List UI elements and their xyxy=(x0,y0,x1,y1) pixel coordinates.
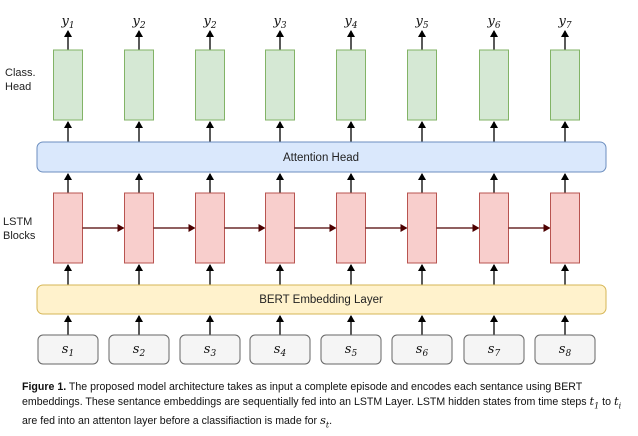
input-box-1 xyxy=(37,334,99,365)
output-label-8: y7 xyxy=(557,14,571,31)
class-head-block-4 xyxy=(265,49,295,121)
input-box-8 xyxy=(534,334,596,365)
caption-text-1: The proposed model architecture takes as… xyxy=(22,381,590,408)
lstm-block-4 xyxy=(265,192,295,264)
output-arrows xyxy=(64,30,569,50)
input-label-1: s1 xyxy=(62,342,74,359)
lstm-block-2 xyxy=(124,192,154,264)
output-label-7: y6 xyxy=(486,14,500,31)
class-head-block-7 xyxy=(479,49,509,121)
input-box-3 xyxy=(179,334,241,365)
caption-math-ti: ti xyxy=(613,394,622,411)
lstm-side-label: LSTM Blocks xyxy=(3,216,36,242)
lstm-blocks xyxy=(53,192,580,264)
input-box-5 xyxy=(320,334,382,365)
figure-label: Figure 1. xyxy=(22,381,67,393)
caption-math-st: st xyxy=(319,413,330,430)
bert-embedding-box xyxy=(36,284,607,315)
output-label-4: y3 xyxy=(272,14,286,31)
lstm-block-3 xyxy=(195,192,225,264)
caption-text-4: . xyxy=(329,415,333,428)
attention-head-box xyxy=(36,141,607,173)
class-head-block-3 xyxy=(195,49,225,121)
output-label-6: y5 xyxy=(414,14,428,31)
input-label-5: s5 xyxy=(345,342,358,359)
output-labels: y1 y2 y2 y3 y4 y5 y6 y7 xyxy=(60,14,571,31)
lstm-block-5 xyxy=(336,192,366,264)
input-label-6: s6 xyxy=(416,342,429,359)
class-head-block-6 xyxy=(407,49,437,121)
input-label-8: s8 xyxy=(559,342,572,359)
input-label-4: s4 xyxy=(274,342,287,359)
figure-caption: Figure 1. The proposed model architectur… xyxy=(22,380,626,433)
class-head-side-label: Class. Head xyxy=(5,67,39,93)
input-label-7: s7 xyxy=(488,342,501,359)
lstm-block-6 xyxy=(407,192,437,264)
input-label-2: s2 xyxy=(133,342,146,359)
input-label-3: s3 xyxy=(204,342,217,359)
lstm-block-1 xyxy=(53,192,83,264)
input-box-2 xyxy=(108,334,170,365)
attention-head-label: Attention Head xyxy=(283,152,359,164)
lstm-block-8 xyxy=(550,192,580,264)
bert-embedding-label: BERT Embedding Layer xyxy=(259,294,383,306)
class-head-block-1 xyxy=(53,49,83,121)
sentence-inputs: s1 s2 s3 s4 s5 s6 s7 s8 xyxy=(37,334,596,365)
output-label-2: y2 xyxy=(131,14,145,31)
input-box-7 xyxy=(463,334,525,365)
caption-math-t1: t1 xyxy=(589,394,600,411)
caption-text-3: are fed into an attenton layer before a … xyxy=(22,415,320,428)
class-head-block-2 xyxy=(124,49,154,121)
output-label-5: y4 xyxy=(343,14,357,31)
internal-arrows xyxy=(64,121,569,335)
lstm-block-7 xyxy=(479,192,509,264)
input-box-4 xyxy=(249,334,311,365)
architecture-diagram: y1 y2 y2 y3 y4 y5 y6 y7 Attention Head BERT Emb… xyxy=(3,14,607,365)
input-box-6 xyxy=(391,334,453,365)
output-label-1: y1 xyxy=(60,14,74,31)
class-head-block-5 xyxy=(336,49,366,121)
class-head-blocks xyxy=(53,49,580,121)
class-head-block-8 xyxy=(550,49,580,121)
caption-text-2: to xyxy=(599,396,614,408)
output-label-3: y2 xyxy=(202,14,216,31)
